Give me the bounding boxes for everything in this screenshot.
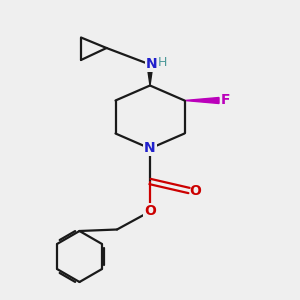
Text: O: O: [190, 184, 202, 198]
Polygon shape: [184, 98, 219, 103]
Polygon shape: [147, 64, 153, 86]
Text: H: H: [158, 56, 167, 69]
Text: N: N: [144, 142, 156, 155]
Text: N: N: [146, 57, 157, 71]
Text: O: O: [144, 204, 156, 218]
Text: F: F: [221, 94, 230, 107]
